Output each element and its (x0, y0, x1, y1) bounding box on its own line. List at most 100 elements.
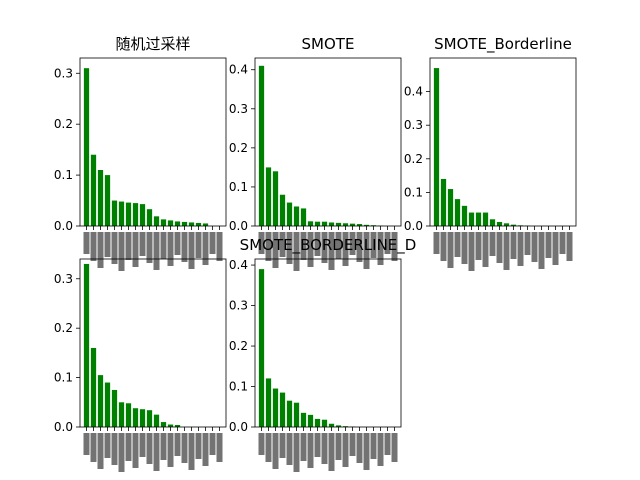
bar (321, 419, 328, 427)
bar (146, 209, 153, 226)
x-category-label-mark (559, 232, 566, 254)
bar (314, 221, 321, 226)
x-category-label-mark (167, 433, 174, 467)
bar (307, 221, 314, 226)
bar (118, 402, 125, 427)
x-category-label-mark (342, 433, 349, 467)
x-category-label-mark (335, 433, 342, 460)
x-category-label-mark (314, 433, 321, 457)
x-category-label-mark (349, 232, 356, 255)
y-tick-label: 0.1 (54, 371, 73, 385)
x-category-label-mark (293, 232, 300, 271)
bar (139, 409, 146, 427)
bar (132, 203, 139, 226)
x-category-label-mark (90, 433, 97, 462)
bar (90, 154, 97, 226)
bar (167, 424, 174, 427)
x-category-label-mark (167, 232, 174, 266)
bar (496, 221, 503, 226)
y-tick-label: 0.1 (54, 168, 73, 182)
x-category-label-mark (118, 232, 125, 271)
bar (293, 206, 300, 226)
x-category-label-mark (265, 433, 272, 462)
y-tick-label: 0.2 (54, 321, 73, 335)
bar (286, 202, 293, 226)
axes-frame (79, 57, 227, 227)
y-tick-label: 0.1 (404, 185, 423, 199)
bar (125, 403, 132, 427)
x-category-label-mark (489, 232, 496, 256)
bar (307, 414, 314, 427)
x-category-label-mark (286, 232, 293, 264)
bar (181, 221, 188, 226)
axes-frame (79, 258, 227, 428)
bar (174, 425, 181, 427)
bar (118, 201, 125, 226)
bar (265, 378, 272, 427)
x-category-label-mark (468, 232, 475, 271)
y-tick-label: 0.4 (404, 85, 423, 99)
x-category-label-mark (111, 232, 118, 264)
x-category-label-mark (97, 433, 104, 469)
x-category-label-mark (363, 232, 370, 269)
x-category-label-mark (447, 232, 454, 268)
bar (139, 204, 146, 226)
x-category-label-mark (125, 232, 132, 260)
bar (328, 423, 335, 427)
bar (111, 200, 118, 226)
x-category-label-mark (503, 232, 510, 270)
x-category-label-mark (118, 433, 125, 472)
x-category-label-mark (328, 232, 335, 270)
x-category-label-mark (454, 232, 461, 257)
bar (300, 412, 307, 427)
axes-frame (429, 57, 577, 227)
x-category-label-mark (104, 232, 111, 257)
x-category-label-mark (181, 433, 188, 463)
bar (349, 223, 356, 226)
x-category-label-mark (265, 232, 272, 261)
y-tick-label: 0.1 (229, 180, 248, 194)
y-tick-label: 0.2 (54, 117, 73, 131)
y-tick-label: 0.1 (229, 380, 248, 394)
y-tick-label: 0.3 (54, 66, 73, 80)
x-category-label-mark (272, 433, 279, 469)
x-category-label-mark (160, 232, 167, 259)
bar (272, 171, 279, 226)
x-category-label-mark (83, 433, 90, 455)
x-category-label-mark (146, 433, 153, 464)
x-category-label-mark (258, 433, 265, 455)
y-tick-label: 0.2 (404, 152, 423, 166)
bar (104, 175, 111, 226)
x-category-label-mark (384, 232, 391, 254)
x-category-label-mark (377, 433, 384, 466)
bar (265, 167, 272, 226)
x-category-label-mark (111, 433, 118, 465)
y-tick-label: 0.2 (229, 339, 248, 353)
x-category-label-mark (496, 232, 503, 263)
bar (447, 189, 454, 226)
x-category-label-mark (195, 232, 202, 258)
axes-frame (254, 57, 402, 227)
x-category-label-mark (377, 232, 384, 265)
x-category-label-mark (125, 433, 132, 461)
x-category-label-mark (293, 433, 300, 472)
x-category-label-mark (566, 232, 573, 261)
bar (475, 212, 482, 226)
x-category-label-mark (356, 232, 363, 262)
y-tick-label: 0.0 (404, 219, 423, 233)
x-category-label-mark (307, 232, 314, 267)
x-category-label-mark (342, 232, 349, 266)
bar (342, 223, 349, 226)
bar (363, 224, 370, 226)
x-category-label-mark (104, 433, 111, 458)
subplot-3: SMOTE_Borderline 0.0 0.1 0.2 0.3 0.4 (404, 35, 577, 271)
x-category-label-mark (132, 433, 139, 468)
bar (202, 223, 209, 226)
bar (335, 425, 342, 427)
x-category-label-mark (272, 232, 279, 268)
x-category-label-mark (538, 232, 545, 269)
x-category-label-mark (188, 232, 195, 269)
y-tick-label: 0.0 (229, 420, 248, 434)
x-category-label-mark (356, 433, 363, 463)
x-category-label-mark (174, 232, 181, 255)
